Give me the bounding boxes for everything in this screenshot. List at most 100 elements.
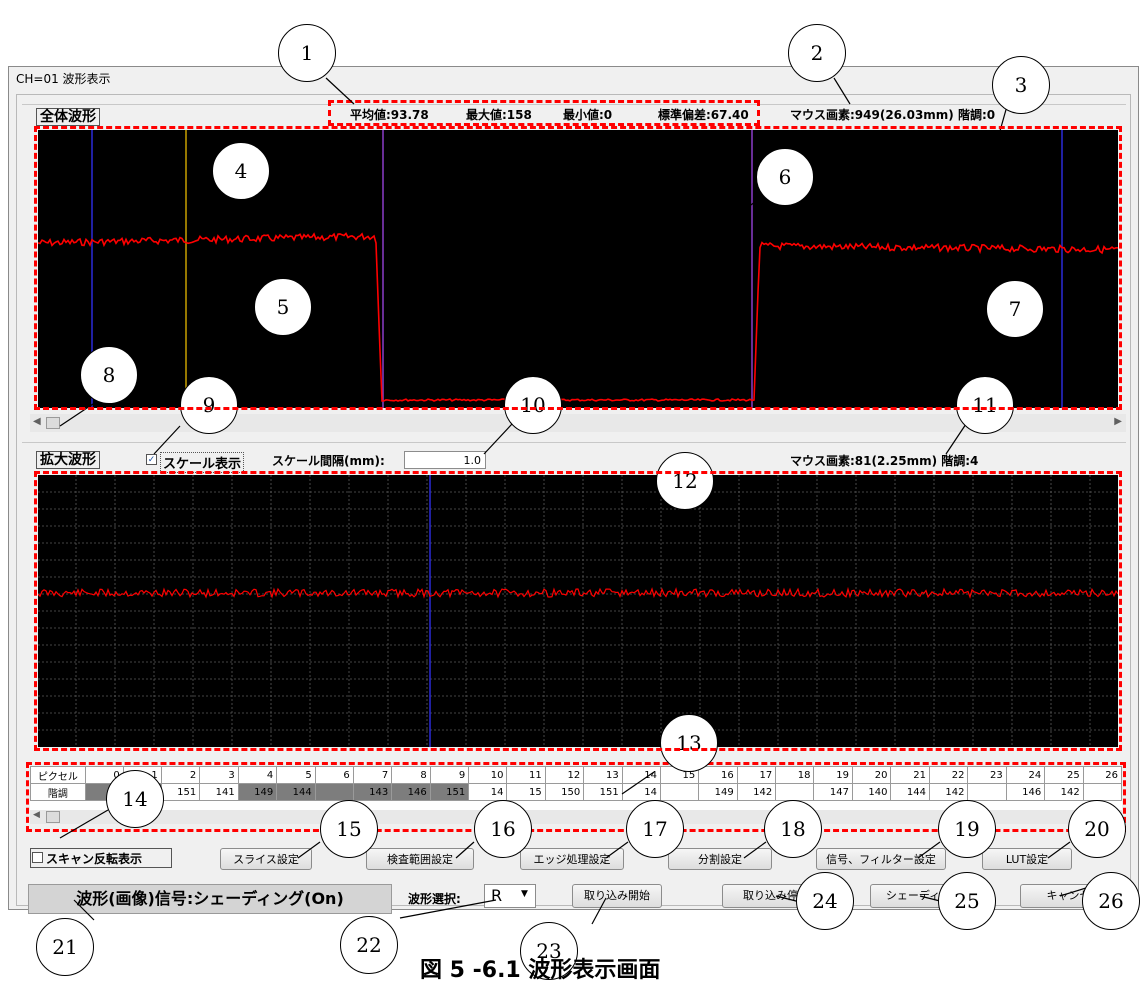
callout-6: 6 [756,148,814,206]
callout-8: 8 [80,346,138,404]
pixel-index-cell: 23 [967,766,1007,784]
callout-25: 25 [938,872,996,930]
signal-status-display: 波形(画像)信号:シェーディング(On) [28,884,392,914]
zoom-group-line [22,442,1126,443]
overview-group-line [22,104,1126,105]
edge-processing-button[interactable]: エッジ処理設定 [520,848,624,870]
pixel-index-cell: 3 [199,766,239,784]
level-value-cell: 149 [698,783,738,801]
pixel-index-cell: 12 [544,766,585,784]
callout-1: 1 [278,24,336,82]
level-value-cell: 151 [160,783,201,801]
pixel-table-container: ピクセル012345678910111213141516171819202122… [30,766,1122,810]
zoom-waveform-svg [38,475,1118,747]
callout-7: 7 [986,280,1044,338]
scale-display-checkbox[interactable]: ✓ [146,454,157,465]
scroll-right-icon[interactable]: ▶ [1114,416,1122,427]
zoom-waveform-line [38,586,1118,599]
scan-reverse-label[interactable]: スキャン反転表示 [46,852,143,866]
level-value-cell [967,783,1007,801]
zoom-mouse-info: マウス画素:81(2.25mm) 階調:4 [790,454,979,468]
zoom-grid [38,475,1118,747]
pixel-index-cell: 9 [429,766,470,784]
callout-12: 12 [656,452,714,510]
callout-5: 5 [254,278,312,336]
callout-18: 18 [764,800,822,858]
scan-reverse-checkbox[interactable] [32,852,43,863]
pixel-table-highlight [26,762,1126,832]
overview-mouse-info: マウス画素:949(26.03mm) 階調:0 [790,108,996,122]
level-value-cell: 149 [237,783,278,801]
level-value-cell: 140 [851,783,892,801]
pixel-index-cell: 22 [928,766,969,784]
callout-15: 15 [320,800,378,858]
pixel-index-cell: 5 [276,766,316,784]
zoom-section-label: 拡大波形 [36,451,100,469]
window-title: CH=01 波形表示 [16,72,111,86]
level-row-label: 階調 [30,783,86,801]
waveform-select-label: 波形選択: [408,892,461,906]
callout-4: 4 [212,142,270,200]
zoom-waveform-plot[interactable] [38,475,1118,747]
scale-interval-input[interactable] [404,451,486,469]
level-value-cell: 14 [468,783,508,801]
mean-value: 平均値:93.78 [350,108,429,122]
level-value-cell: 151 [429,783,470,801]
callout-10: 10 [504,376,562,434]
signal-filter-button[interactable]: 信号、フィルター設定 [816,848,946,870]
callout-21: 21 [36,918,94,976]
scan-reverse-frame [30,848,172,868]
stats-highlight [328,100,760,126]
lut-settings-button[interactable]: LUT設定 [982,848,1072,870]
overview-scroll-thumb[interactable] [46,417,60,429]
callout-9: 9 [180,376,238,434]
overview-scrollbar[interactable]: ◀ ▶ [30,414,1126,432]
callout-26: 26 [1082,872,1140,930]
pixel-index-cell: 6 [314,766,354,784]
callout-19: 19 [938,800,996,858]
callout-20: 20 [1068,800,1126,858]
level-value-cell: 142 [928,783,969,801]
table-scroll-thumb[interactable] [46,811,60,823]
pixel-index-cell: 21 [890,766,930,784]
min-value: 最小値:0 [563,108,613,122]
division-settings-button[interactable]: 分割設定 [668,848,772,870]
pixel-index-cell: 20 [851,766,892,784]
level-value-cell [314,783,354,801]
overview-section-label: 全体波形 [36,108,100,126]
capture-start-button[interactable]: 取り込み開始 [572,884,662,908]
level-value-cell: 143 [352,783,393,801]
pixel-index-cell: 19 [813,766,853,784]
callout-2: 2 [788,24,846,82]
pixel-table-scrollbar[interactable]: ◀ [30,810,1122,824]
waveform-select[interactable]: R ▼ [484,884,536,908]
level-value-cell: 144 [890,783,930,801]
callout-16: 16 [474,800,532,858]
pixel-table: ピクセル012345678910111213141516171819202122… [30,766,1122,801]
chevron-down-icon[interactable]: ▼ [521,889,528,899]
level-value-cell: 146 [1005,783,1046,801]
scale-interval-label: スケール間隔(mm): [272,454,385,468]
figure-caption: 図 5 -6.1 波形表示画面 [420,958,661,983]
inspection-range-button[interactable]: 検査範囲設定 [366,848,474,870]
waveform-select-value: R [491,886,503,905]
callout-14: 14 [106,770,164,828]
level-value-cell: 142 [736,783,777,801]
callout-3: 3 [992,56,1050,114]
std-dev-value: 標準偏差:67.40 [658,108,749,122]
callout-11: 11 [956,376,1014,434]
callout-23: 23 [520,922,578,980]
callout-22: 22 [340,916,398,974]
slice-settings-button[interactable]: スライス設定 [220,848,312,870]
pixel-index-cell: 25 [1044,766,1084,784]
table-scroll-left-icon[interactable]: ◀ [33,810,40,820]
callout-13: 13 [660,714,718,772]
scroll-left-icon[interactable]: ◀ [33,416,41,427]
level-value-cell: 15 [506,783,546,801]
level-value-cell: 146 [391,783,431,801]
level-value-cell: 151 [583,783,623,801]
pixel-index-cell: 4 [237,766,278,784]
pixel-row-label: ピクセル [30,766,86,784]
level-value-cell: 142 [1044,783,1084,801]
